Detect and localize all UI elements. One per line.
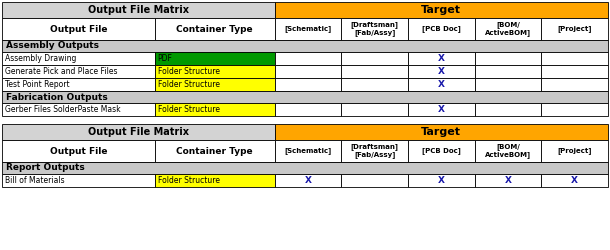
Bar (2, 18, 155, 40)
Bar (342, 103, 408, 116)
Bar (408, 52, 475, 65)
Bar (274, 174, 342, 187)
Text: X: X (438, 80, 445, 89)
Bar (475, 103, 541, 116)
Bar (2, 65, 155, 78)
Text: [BOM/
ActiveBOM]: [BOM/ ActiveBOM] (485, 22, 531, 36)
Text: Folder Structure: Folder Structure (158, 80, 220, 89)
Text: Output File Matrix: Output File Matrix (88, 127, 189, 137)
Bar (274, 18, 342, 40)
Bar (408, 140, 475, 162)
Bar (342, 18, 408, 40)
Bar (342, 52, 408, 65)
Bar (274, 52, 342, 65)
Text: [PCB Doc]: [PCB Doc] (422, 26, 461, 32)
Bar (541, 52, 608, 65)
Bar (342, 78, 408, 91)
Text: Output File Matrix: Output File Matrix (88, 5, 189, 15)
Bar (155, 52, 274, 65)
Bar (475, 52, 541, 65)
Text: [PCB Doc]: [PCB Doc] (422, 148, 461, 154)
Bar (155, 65, 274, 78)
Text: X: X (438, 105, 445, 114)
Bar (155, 140, 274, 162)
Text: Folder Structure: Folder Structure (158, 67, 220, 76)
Text: X: X (438, 54, 445, 63)
Text: Test Point Report: Test Point Report (5, 80, 70, 89)
Text: [Schematic]: [Schematic] (284, 148, 332, 154)
Bar (408, 78, 475, 91)
Text: PDF: PDF (158, 54, 173, 63)
Bar (342, 174, 408, 187)
Text: Container Type: Container Type (176, 146, 253, 156)
Bar (2, 78, 155, 91)
Bar (408, 174, 475, 187)
Text: Output File: Output File (49, 146, 107, 156)
Bar (541, 103, 608, 116)
Bar (342, 65, 408, 78)
Bar (541, 174, 608, 187)
Text: Bill of Materials: Bill of Materials (5, 176, 65, 185)
Text: Folder Structure: Folder Structure (158, 105, 220, 114)
Text: Output File: Output File (49, 24, 107, 34)
Bar (2, 52, 155, 65)
Bar (2, 162, 608, 174)
Text: X: X (504, 176, 512, 185)
Bar (155, 103, 274, 116)
Bar (274, 103, 342, 116)
Text: [BOM/
ActiveBOM]: [BOM/ ActiveBOM] (485, 144, 531, 158)
Text: [Schematic]: [Schematic] (284, 26, 332, 32)
Bar (475, 174, 541, 187)
Bar (541, 18, 608, 40)
Bar (274, 2, 608, 18)
Bar (2, 40, 608, 52)
Bar (274, 78, 342, 91)
Text: Generate Pick and Place Files: Generate Pick and Place Files (5, 67, 118, 76)
Bar (408, 18, 475, 40)
Bar (342, 140, 408, 162)
Text: [Project]: [Project] (558, 148, 592, 154)
Bar (155, 78, 274, 91)
Bar (541, 140, 608, 162)
Text: Assembly Outputs: Assembly Outputs (6, 42, 99, 50)
Text: X: X (438, 176, 445, 185)
Bar (2, 124, 274, 140)
Text: Folder Structure: Folder Structure (158, 176, 220, 185)
Text: [Project]: [Project] (558, 26, 592, 32)
Bar (155, 174, 274, 187)
Text: X: X (571, 176, 578, 185)
Bar (541, 65, 608, 78)
Text: Gerber Files SolderPaste Mask: Gerber Files SolderPaste Mask (5, 105, 121, 114)
Text: [Draftsman]
[Fab/Assy]: [Draftsman] [Fab/Assy] (351, 22, 399, 36)
Text: Report Outputs: Report Outputs (6, 164, 85, 172)
Text: Container Type: Container Type (176, 24, 253, 34)
Bar (475, 78, 541, 91)
Text: X: X (304, 176, 312, 185)
Text: Target: Target (422, 5, 461, 15)
Bar (475, 18, 541, 40)
Bar (274, 65, 342, 78)
Bar (274, 140, 342, 162)
Text: Assembly Drawing: Assembly Drawing (5, 54, 76, 63)
Bar (475, 140, 541, 162)
Text: [Draftsman]
[Fab/Assy]: [Draftsman] [Fab/Assy] (351, 144, 399, 158)
Bar (2, 174, 155, 187)
Bar (408, 103, 475, 116)
Bar (475, 65, 541, 78)
Text: X: X (438, 67, 445, 76)
Bar (2, 103, 155, 116)
Text: Target: Target (422, 127, 461, 137)
Bar (2, 2, 274, 18)
Bar (2, 140, 155, 162)
Text: Fabrication Outputs: Fabrication Outputs (6, 92, 108, 102)
Bar (2, 91, 608, 103)
Bar (274, 124, 608, 140)
Bar (541, 78, 608, 91)
Bar (408, 65, 475, 78)
Bar (155, 18, 274, 40)
